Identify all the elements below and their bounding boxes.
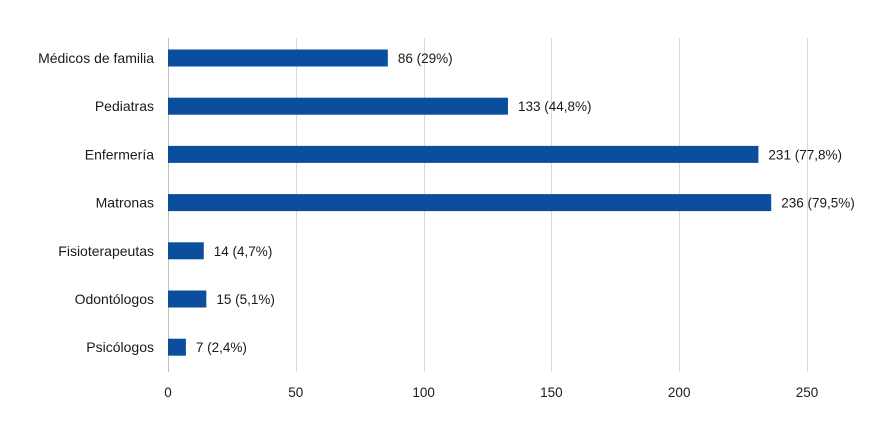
category-label: Enfermería [85,146,154,162]
data-label: 7 (2,4%) [196,340,247,355]
category-labels: Médicos de familia Pediatras Enfermería Mat… [38,50,154,355]
bar-0 [168,49,388,67]
category-label: Fisioterapeutas [58,243,154,259]
data-label: 236 (79,5%) [781,196,855,211]
bar-2 [168,145,759,163]
data-label: 86 (29%) [398,51,453,66]
category-label: Matronas [96,195,154,211]
data-label: 231 (77,8%) [768,147,842,162]
category-label: Odontólogos [75,291,154,307]
x-tick-label: 0 [164,385,172,400]
x-tick-label: 150 [540,385,563,400]
x-tick-label: 250 [796,385,819,400]
bar-1 [168,97,508,115]
bar-6 [168,338,186,356]
bars [168,49,772,356]
category-label: Pediatras [95,98,154,114]
category-label: Psicólogos [86,339,154,355]
data-label: 133 (44,8%) [518,99,592,114]
x-tick-label: 200 [668,385,691,400]
data-label: 15 (5,1%) [216,292,275,307]
x-tick-label: 50 [288,385,303,400]
x-axis-ticks: 0 50 100 150 200 250 [164,385,818,400]
data-labels: 86 (29%) 133 (44,8%) 231 (77,8%) 236 (79,5%… [196,51,855,355]
bar-5 [168,290,207,308]
data-label: 14 (4,7%) [214,244,273,259]
category-label: Médicos de familia [38,50,154,66]
bar-4 [168,242,204,260]
x-tick-label: 100 [412,385,435,400]
bar-3 [168,194,772,212]
